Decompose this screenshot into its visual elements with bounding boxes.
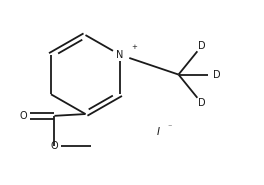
Text: O: O <box>20 111 27 121</box>
Text: O: O <box>51 141 58 151</box>
Text: D: D <box>198 98 206 108</box>
Text: N: N <box>116 50 124 60</box>
Text: D: D <box>214 70 221 80</box>
Text: D: D <box>198 41 206 51</box>
Text: ⁻: ⁻ <box>167 122 172 131</box>
Text: I: I <box>156 127 159 137</box>
Text: +: + <box>131 44 137 50</box>
